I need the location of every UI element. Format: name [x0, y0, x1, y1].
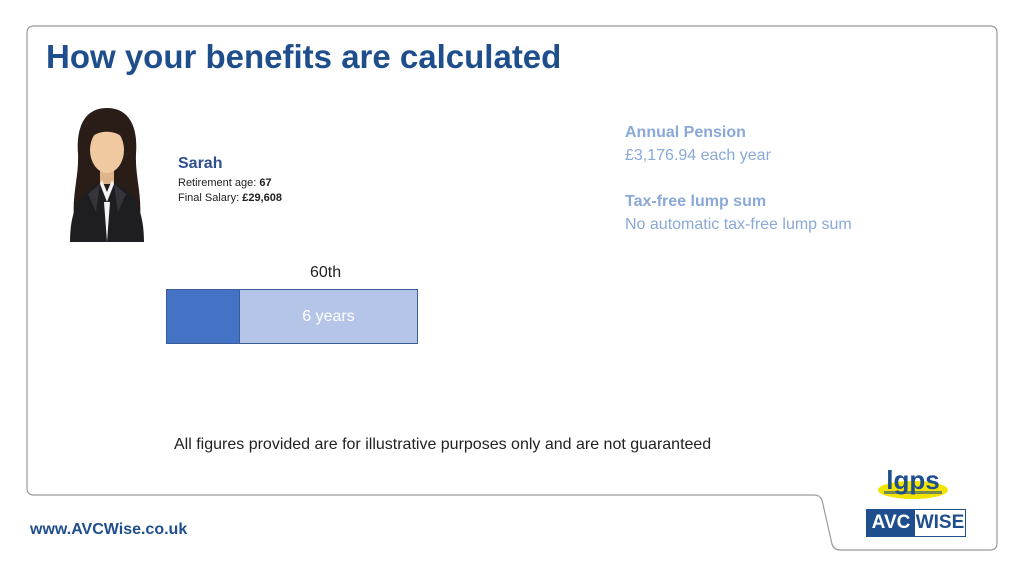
service-bar-segment-dark — [167, 290, 240, 343]
annual-pension-label: Annual Pension — [625, 124, 746, 141]
lump-sum-label: Tax-free lump sum — [625, 193, 767, 210]
avcwise-logo-avc: AVC — [867, 510, 915, 536]
final-salary-label: Final Salary: — [178, 192, 243, 204]
final-salary-line: Final Salary: £29,608 — [178, 192, 282, 204]
lgps-logo: lgps — [878, 465, 948, 499]
lgps-logo-text: lgps — [886, 465, 939, 495]
service-bar-segment-years: 6 years — [240, 290, 417, 343]
retirement-age-label: Retirement age: — [178, 177, 260, 189]
lump-sum-value: No automatic tax-free lump sum — [625, 216, 852, 233]
slide-title: How your benefits are calculated — [46, 38, 562, 75]
disclaimer-text: All figures provided are for illustrativ… — [174, 436, 712, 453]
avcwise-logo: AVC WISE — [866, 509, 966, 537]
avcwise-logo-wise: WISE — [915, 510, 965, 536]
retirement-age-line: Retirement age: 67 — [178, 177, 272, 189]
person-avatar-icon — [70, 108, 144, 242]
final-salary-value: £29,608 — [242, 192, 282, 204]
member-name: Sarah — [178, 155, 223, 172]
retirement-age-value: 67 — [259, 177, 272, 189]
website-link[interactable]: www.AVCWise.co.uk — [30, 521, 188, 538]
service-bar: 6 years — [166, 289, 418, 344]
accrual-rate-label: 60th — [310, 264, 342, 281]
annual-pension-value: £3,176.94 each year — [625, 147, 771, 164]
